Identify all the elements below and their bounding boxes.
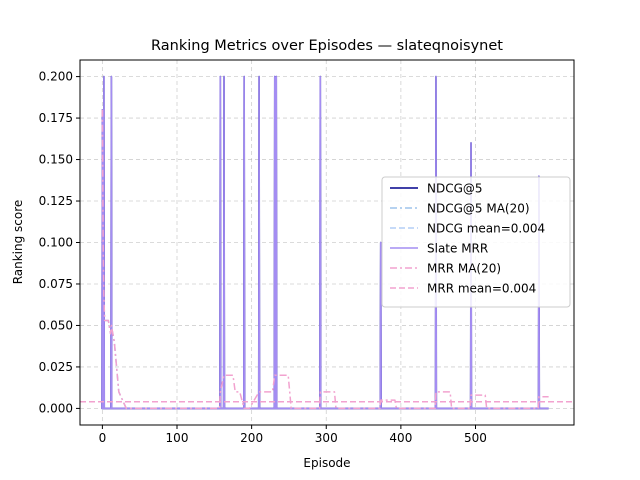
chart-title: Ranking Metrics over Episodes — slateqno… [151,38,503,54]
legend-label: NDCG@5 MA(20) [427,202,530,216]
y-tick-label: 0.150 [39,153,73,167]
legend-label: MRR mean=0.004 [427,282,536,296]
x-tick-label: 200 [240,431,263,445]
y-tick-label: 0.025 [39,360,73,374]
y-tick-label: 0.125 [39,194,73,208]
legend-label: NDCG@5 [427,182,483,196]
y-tick-label: 0.000 [39,401,73,415]
legend-box [381,176,571,308]
legend: NDCG@5 NDCG@5 MA(20) NDCG mean=0.004 Slate … [381,176,571,308]
y-tick-label: 0.100 [39,236,73,250]
y-tick-label: 0.050 [39,318,73,332]
axis-ticks: 0 100 200 300 400 500 0.000 0.025 0.050 0.075 0.10… [39,70,487,445]
series-line-2 [101,109,127,409]
y-tick-label: 0.175 [39,111,73,125]
y-tick-label: 0.200 [39,70,73,84]
x-tick-label: 500 [464,431,487,445]
x-tick-label: 400 [389,431,412,445]
series-line-5 [101,109,549,410]
x-axis-label: Episode [303,456,350,470]
x-tick-label: 300 [315,431,338,445]
legend-label: NDCG mean=0.004 [427,222,545,236]
series-line-4 [101,75,549,410]
y-axis-label: Ranking score [11,200,25,285]
x-tick-label: 0 [99,431,107,445]
legend-label: Slate MRR [427,242,488,256]
legend-label: MRR MA(20) [427,262,501,276]
series-layer [80,75,574,410]
x-tick-label: 100 [166,431,189,445]
y-tick-label: 0.075 [39,277,73,291]
